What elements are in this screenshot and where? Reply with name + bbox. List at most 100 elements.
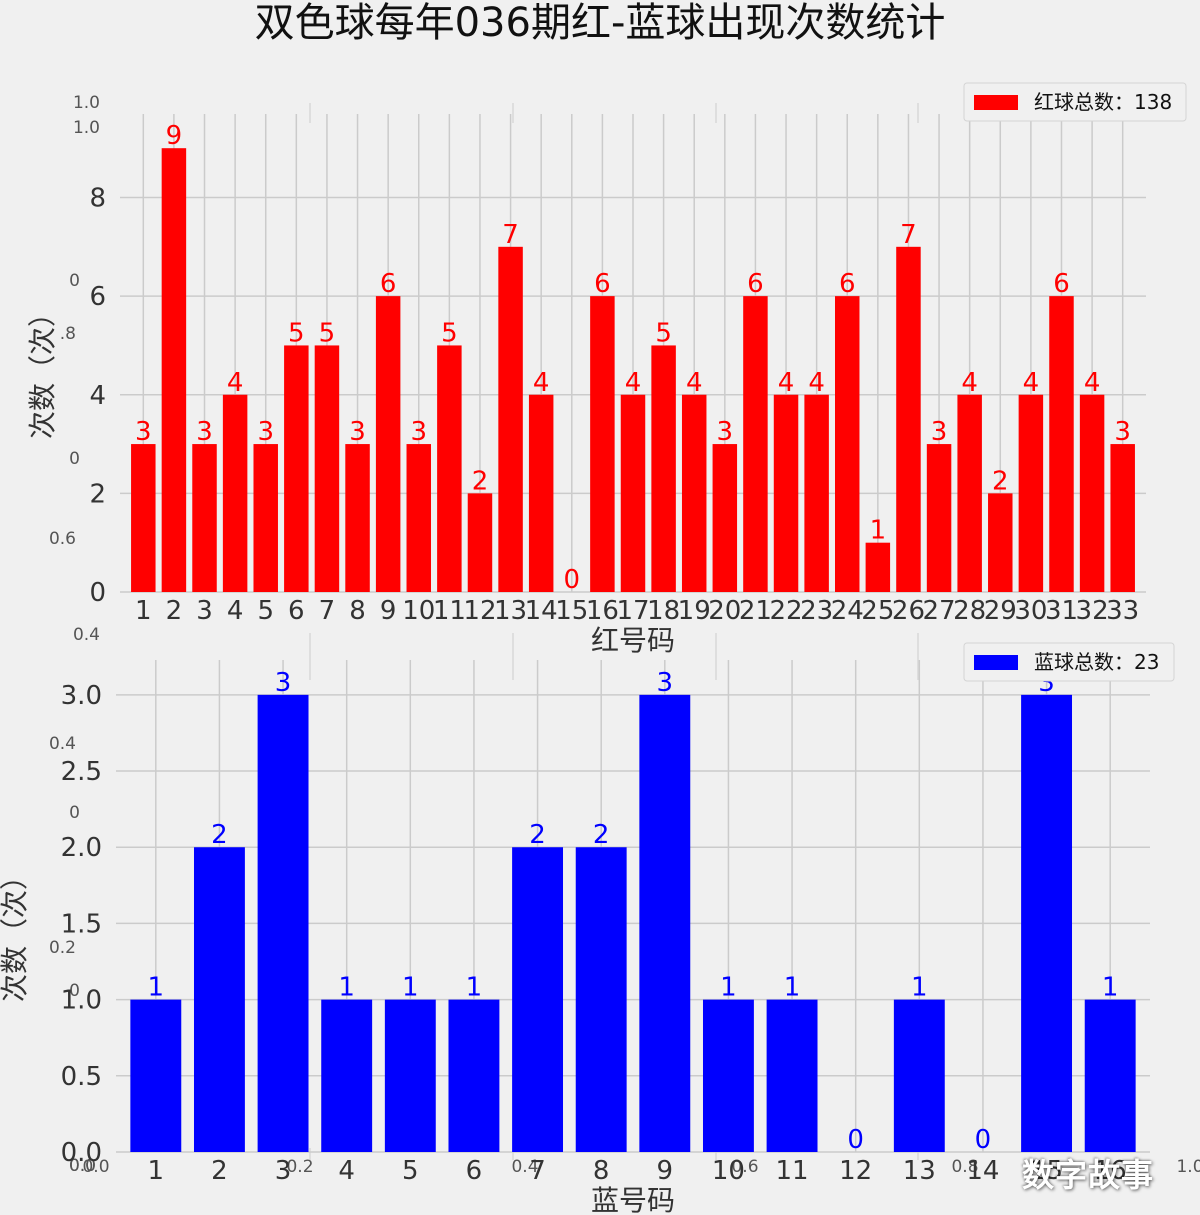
x-tick-label: 4 (338, 1156, 355, 1186)
bar (896, 246, 921, 592)
bar (1021, 694, 1073, 1152)
y-tick-label: 4 (89, 381, 106, 411)
x-tick-label: 7 (319, 596, 336, 626)
data-label: 6 (380, 269, 397, 299)
x-tick-label: 1 (135, 596, 152, 626)
bar (406, 444, 431, 592)
bar (1049, 296, 1074, 592)
x-tick-label: 11 (433, 596, 466, 626)
bar (712, 444, 738, 592)
x-tick-label: 21 (739, 596, 772, 626)
blue-ball-chart: 0.00.51.01.52.02.53.01122331415162728391… (0, 642, 1175, 1215)
data-label: 6 (594, 269, 611, 299)
data-label: 7 (900, 220, 917, 250)
data-label: 3 (717, 417, 734, 447)
x-tick-label: 8 (349, 596, 366, 626)
ghost-axis-label: 0 (69, 981, 80, 1001)
data-label: 3 (257, 417, 274, 447)
bar (222, 394, 248, 592)
x-tick-label: 12 (839, 1156, 872, 1186)
y-tick-label: 8 (89, 184, 106, 214)
data-label: 3 (1114, 417, 1131, 447)
data-label: 1 (870, 516, 887, 546)
x-tick-label: 24 (831, 596, 864, 626)
bar (893, 999, 945, 1152)
bar (192, 444, 217, 592)
bar (375, 296, 401, 592)
y-axis-title: 次数（次） (0, 862, 31, 1002)
x-tick-label: 23 (800, 596, 833, 626)
ghost-axis-label: 0.0 (82, 1157, 109, 1177)
bar (284, 345, 309, 592)
data-label: 5 (655, 318, 672, 348)
bar (131, 444, 156, 592)
data-label: 5 (288, 318, 305, 348)
data-label: 4 (686, 368, 703, 398)
ghost-axis-layer: 1.01.00.800.60.40.400.200.00.00.0 0.2 0.4 0… (49, 93, 1200, 1177)
data-label: 5 (441, 318, 458, 348)
x-tick-label: 16 (1094, 1156, 1127, 1186)
x-tick-label: 6 (466, 1156, 483, 1186)
bar (702, 999, 754, 1152)
data-label: 7 (502, 220, 519, 250)
data-label: 6 (839, 269, 856, 299)
x-tick-label: 5 (257, 596, 274, 626)
data-label: 4 (1023, 368, 1040, 398)
bar (448, 999, 500, 1152)
x-tick-label: 14 (525, 596, 558, 626)
x-tick-label: 32 (1076, 596, 1109, 626)
data-label: 3 (196, 417, 213, 447)
bar (257, 694, 309, 1152)
x-tick-label: 2 (211, 1156, 228, 1186)
x-tick-label: 17 (616, 596, 649, 626)
ghost-axis-label: 0.8 (951, 1157, 978, 1177)
red-ball-chart: 0246831923344355657386931051121271341401… (26, 82, 1187, 657)
ghost-axis-label: 0 (69, 803, 80, 823)
x-tick-label: 2 (166, 596, 183, 626)
x-tick-label: 5 (402, 1156, 419, 1186)
x-tick-label: 10 (712, 1156, 745, 1186)
ghost-axis-label: 1.0 (73, 93, 100, 113)
data-label: 2 (472, 466, 489, 496)
bar (1084, 999, 1136, 1152)
x-tick-label: 22 (769, 596, 802, 626)
y-tick-label: 2 (89, 479, 106, 509)
x-tick-label: 15 (1030, 1156, 1063, 1186)
data-label: 4 (533, 368, 550, 398)
x-tick-label: 13 (903, 1156, 936, 1186)
ghost-axis-label: 0.4 (73, 625, 100, 645)
ghost-axis-label: 0.4 (511, 1157, 538, 1177)
legend-box (963, 82, 1187, 122)
x-tick-label: 25 (861, 596, 894, 626)
x-tick-label: 19 (678, 596, 711, 626)
x-tick-label: 4 (227, 596, 244, 626)
y-tick-label: 0.5 (61, 1062, 102, 1092)
data-label: 3 (657, 668, 674, 698)
data-label: 6 (1053, 269, 1070, 299)
x-tick-label: 14 (966, 1156, 999, 1186)
bar (681, 394, 707, 592)
data-label: 0 (564, 565, 581, 595)
ghost-axis-label: 0.0 (69, 1156, 96, 1176)
data-label: 4 (1084, 368, 1101, 398)
data-label: 6 (747, 269, 764, 299)
legend-swatch (974, 655, 1018, 670)
x-tick-label: 10 (402, 596, 435, 626)
x-tick-label: 27 (923, 596, 956, 626)
x-tick-label: 26 (892, 596, 925, 626)
bar (743, 296, 768, 592)
ghost-axis-label: 0.4 (49, 734, 76, 754)
data-label: 1 (784, 973, 801, 1003)
ghost-axis-label: 0.2 (49, 938, 76, 958)
x-tick-label: 3 (196, 596, 213, 626)
bar (314, 345, 340, 592)
bar (130, 999, 182, 1152)
data-label: 1 (466, 973, 483, 1003)
bar (345, 444, 370, 592)
data-label: 1 (402, 973, 419, 1003)
data-label: 5 (319, 318, 336, 348)
bar (193, 847, 245, 1152)
x-tick-label: 33 (1106, 596, 1139, 626)
bar (384, 999, 436, 1152)
